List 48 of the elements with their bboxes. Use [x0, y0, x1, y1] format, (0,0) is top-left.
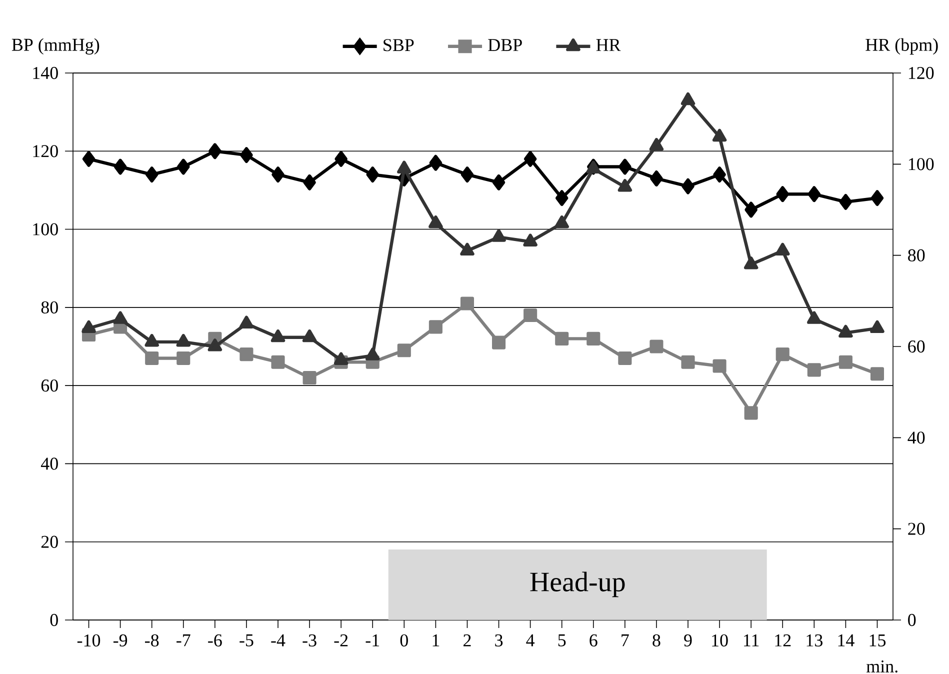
x-tick-label: 6 [590, 634, 598, 646]
x-tick-label: -3 [302, 634, 316, 646]
x-tick-label: -9 [113, 634, 128, 646]
x-tick-label: 2 [464, 634, 471, 646]
x-tick-label: -8 [145, 634, 159, 647]
x-tick-label: -1 [366, 634, 380, 646]
x-tick-label: 7 [622, 634, 629, 646]
legend-label: SBP [384, 39, 414, 52]
y2-tick-label: 100 [908, 158, 934, 170]
x-tick-label: 12 [775, 634, 791, 646]
x-tick-label: -7 [176, 634, 190, 646]
x-tick-label: 9 [684, 634, 692, 646]
x-tick-label: 11 [744, 634, 759, 646]
legend-label: HR [596, 39, 621, 51]
band-label: Head-up [530, 572, 625, 598]
x-tick-label: 3 [495, 634, 503, 646]
y-tick-label: 100 [33, 223, 58, 236]
x-tick-label: 14 [838, 634, 854, 646]
y2-tick-label: 0 [908, 614, 916, 626]
x-tick-label: -2 [334, 634, 348, 646]
y-tick-label: 0 [50, 614, 58, 626]
x-tick-label: 1 [432, 634, 440, 646]
x-axis-title: min. [866, 660, 898, 673]
x-tick-label: 15 [870, 634, 886, 646]
x-tick-label: -10 [77, 634, 100, 647]
y-tick-label: 40 [40, 458, 58, 470]
y2-tick-label: 40 [908, 432, 925, 444]
y2-tick-label: 20 [908, 522, 925, 535]
x-tick-label: 8 [652, 634, 660, 647]
x-tick-label: 13 [806, 634, 822, 646]
y2-tick-label: 60 [908, 340, 925, 353]
y2-tick-label: 120 [908, 66, 934, 80]
y-tick-label: 140 [33, 66, 58, 80]
y-tick-label: 60 [41, 379, 58, 392]
legend-label: DBP [488, 39, 522, 51]
x-tick-label: 10 [712, 634, 728, 647]
y2-axis-title: HR (bpm) [866, 38, 938, 55]
x-tick-label: -6 [208, 634, 222, 646]
y-tick-label: 20 [41, 536, 58, 548]
y-tick-label: 120 [33, 145, 58, 158]
x-tick-label: 4 [526, 634, 535, 646]
x-tick-label: 5 [558, 634, 566, 646]
x-tick-label: -4 [271, 634, 286, 646]
x-tick-label: 0 [400, 634, 408, 647]
y-tick-label: 80 [41, 301, 58, 314]
y-axis-title: BP (mmHg) [12, 38, 100, 55]
y2-tick-label: 80 [908, 249, 925, 262]
x-tick-label: -5 [240, 634, 254, 646]
